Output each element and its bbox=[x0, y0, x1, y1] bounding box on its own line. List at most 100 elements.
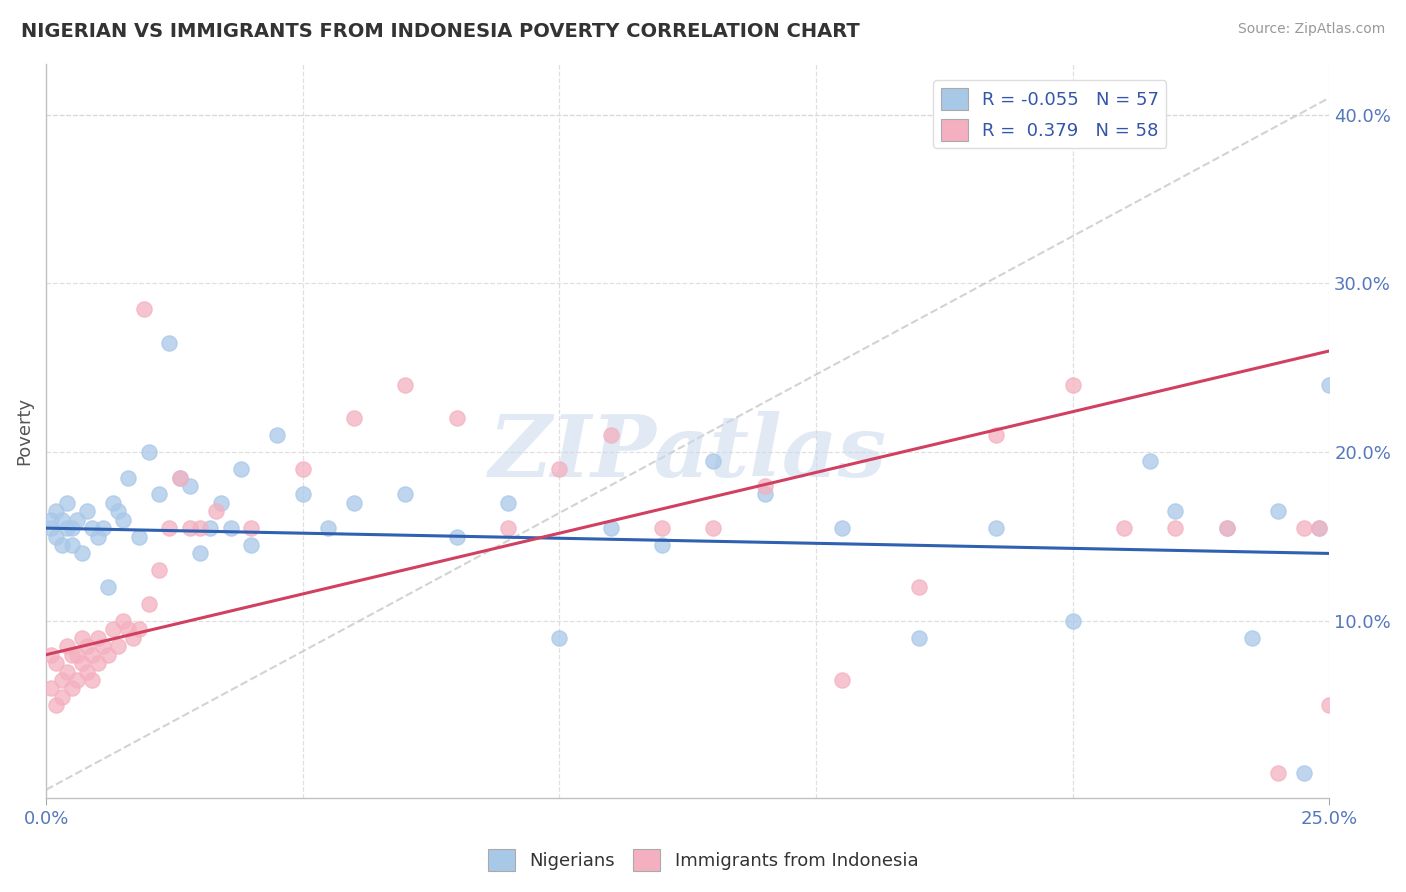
Point bbox=[1215, 521, 1237, 535]
Point bbox=[179, 479, 201, 493]
Point bbox=[1267, 504, 1289, 518]
Point bbox=[291, 487, 314, 501]
Point bbox=[55, 640, 77, 654]
Point bbox=[1292, 765, 1315, 780]
Point bbox=[138, 597, 160, 611]
Point bbox=[55, 496, 77, 510]
Legend: R = -0.055   N = 57, R =  0.379   N = 58: R = -0.055 N = 57, R = 0.379 N = 58 bbox=[934, 80, 1166, 148]
Point bbox=[91, 521, 114, 535]
Point bbox=[70, 656, 93, 670]
Point bbox=[291, 462, 314, 476]
Point bbox=[60, 648, 83, 662]
Point bbox=[60, 521, 83, 535]
Point bbox=[70, 546, 93, 560]
Point bbox=[51, 538, 73, 552]
Point bbox=[599, 521, 621, 535]
Y-axis label: Poverty: Poverty bbox=[15, 397, 32, 465]
Point bbox=[1215, 521, 1237, 535]
Point bbox=[45, 530, 67, 544]
Point bbox=[984, 521, 1007, 535]
Point bbox=[496, 521, 519, 535]
Point bbox=[209, 496, 232, 510]
Point bbox=[101, 496, 124, 510]
Point bbox=[76, 665, 98, 679]
Point bbox=[188, 521, 211, 535]
Point bbox=[97, 648, 120, 662]
Point bbox=[157, 335, 180, 350]
Point bbox=[112, 513, 135, 527]
Point bbox=[112, 614, 135, 628]
Point bbox=[70, 631, 93, 645]
Point bbox=[548, 631, 571, 645]
Point bbox=[45, 504, 67, 518]
Point bbox=[51, 513, 73, 527]
Point bbox=[1164, 521, 1187, 535]
Point bbox=[1241, 631, 1264, 645]
Point bbox=[179, 521, 201, 535]
Point bbox=[55, 665, 77, 679]
Point bbox=[907, 580, 929, 594]
Point bbox=[318, 521, 340, 535]
Text: Source: ZipAtlas.com: Source: ZipAtlas.com bbox=[1237, 22, 1385, 37]
Point bbox=[1292, 521, 1315, 535]
Point bbox=[394, 487, 416, 501]
Point bbox=[343, 411, 366, 425]
Point bbox=[548, 462, 571, 476]
Point bbox=[128, 623, 150, 637]
Point bbox=[754, 487, 776, 501]
Text: NIGERIAN VS IMMIGRANTS FROM INDONESIA POVERTY CORRELATION CHART: NIGERIAN VS IMMIGRANTS FROM INDONESIA PO… bbox=[21, 22, 860, 41]
Point bbox=[101, 623, 124, 637]
Point bbox=[45, 698, 67, 713]
Point bbox=[1267, 765, 1289, 780]
Point bbox=[204, 504, 226, 518]
Point bbox=[51, 690, 73, 704]
Point bbox=[754, 479, 776, 493]
Point bbox=[148, 487, 170, 501]
Point bbox=[86, 631, 108, 645]
Point bbox=[122, 631, 145, 645]
Point bbox=[91, 640, 114, 654]
Point bbox=[343, 496, 366, 510]
Point bbox=[86, 530, 108, 544]
Point bbox=[1062, 614, 1084, 628]
Point bbox=[76, 640, 98, 654]
Point bbox=[240, 538, 263, 552]
Point bbox=[394, 377, 416, 392]
Point bbox=[107, 504, 129, 518]
Point bbox=[200, 521, 222, 535]
Point bbox=[984, 428, 1007, 442]
Point bbox=[1317, 377, 1340, 392]
Point bbox=[82, 521, 104, 535]
Point bbox=[446, 411, 468, 425]
Point bbox=[66, 648, 89, 662]
Point bbox=[1164, 504, 1187, 518]
Point bbox=[138, 445, 160, 459]
Point bbox=[117, 470, 139, 484]
Point bbox=[702, 453, 724, 467]
Point bbox=[169, 470, 191, 484]
Point bbox=[157, 521, 180, 535]
Point bbox=[446, 530, 468, 544]
Point bbox=[60, 681, 83, 696]
Point bbox=[45, 656, 67, 670]
Point bbox=[1112, 521, 1135, 535]
Point bbox=[651, 521, 673, 535]
Point bbox=[599, 428, 621, 442]
Point bbox=[1317, 698, 1340, 713]
Point bbox=[82, 648, 104, 662]
Point bbox=[97, 580, 120, 594]
Point bbox=[831, 521, 853, 535]
Point bbox=[188, 546, 211, 560]
Point bbox=[1139, 453, 1161, 467]
Point bbox=[41, 681, 63, 696]
Point bbox=[907, 631, 929, 645]
Point bbox=[169, 470, 191, 484]
Point bbox=[1062, 377, 1084, 392]
Point bbox=[231, 462, 253, 476]
Point bbox=[41, 648, 63, 662]
Point bbox=[107, 640, 129, 654]
Point bbox=[831, 673, 853, 687]
Point bbox=[1308, 521, 1330, 535]
Point bbox=[82, 673, 104, 687]
Point bbox=[51, 673, 73, 687]
